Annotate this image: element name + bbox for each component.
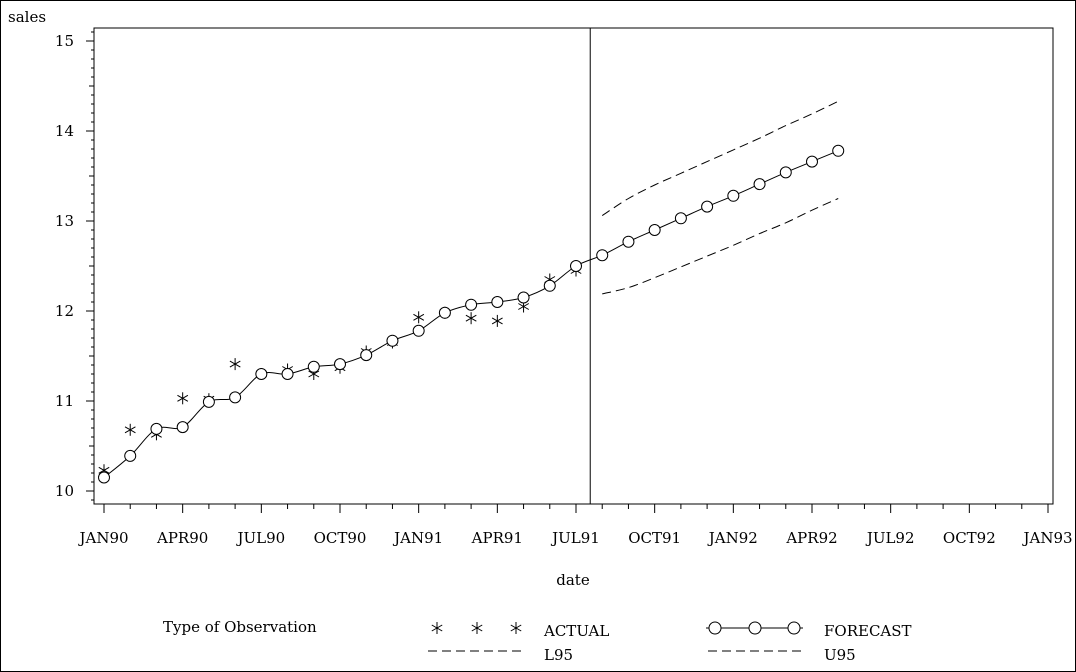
legend-title: Type of Observation (163, 618, 317, 636)
forecast-point (334, 358, 346, 371)
forecast-point (386, 334, 399, 347)
x-tick-label: APR92 (785, 529, 837, 547)
forecast-point (491, 296, 504, 308)
forecast-point (648, 224, 661, 236)
legend: Type of Observation ACTUAL FORECAST L95 … (163, 618, 912, 664)
legend-label-u95: U95 (824, 646, 856, 664)
y-tick-label: 15 (55, 32, 74, 50)
forecast-point (517, 291, 530, 304)
y-tick-label: 10 (55, 482, 74, 500)
forecast-point (281, 368, 294, 380)
forecast-point (465, 298, 478, 311)
forecast-point (832, 144, 845, 157)
forecast-point (596, 249, 609, 262)
x-tick-label: JUL91 (550, 529, 600, 547)
x-axis-label: date (556, 571, 590, 589)
x-tick-label: OCT90 (314, 529, 367, 547)
forecast-point (307, 360, 320, 373)
legend-forecast-symbol (748, 621, 762, 635)
forecast-point (176, 421, 189, 434)
forecast-point (255, 368, 268, 380)
forecast-point (779, 166, 792, 179)
forecast-point (806, 155, 818, 168)
y-tick-label: 14 (55, 122, 74, 140)
forecast-point (412, 324, 425, 337)
forecast-point (150, 422, 163, 435)
y-tick-label: 12 (55, 302, 74, 320)
actual-point (413, 311, 425, 324)
legend-label-l95: L95 (544, 646, 573, 664)
legend-entry-forecast (706, 621, 803, 635)
actual-point (465, 312, 477, 325)
legend-label-forecast: FORECAST (824, 622, 912, 640)
y-tick-label: 13 (55, 212, 74, 230)
x-tick-label: JAN91 (392, 529, 443, 547)
legend-actual-symbol (431, 622, 443, 634)
legend-actual-symbol (510, 622, 522, 634)
legend-label-actual: ACTUAL (543, 622, 609, 640)
forecast-point (543, 279, 556, 292)
forecast-point (124, 449, 137, 462)
x-tick-label: APR90 (156, 529, 208, 547)
x-tick-label: JAN92 (707, 529, 758, 547)
actual-point (124, 423, 136, 436)
legend-forecast-symbol (787, 621, 801, 635)
forecast-point (438, 306, 451, 319)
forecast-point (229, 391, 242, 404)
x-axis: JAN90 APR90 JUL90 OCT90 JAN91 APR91 JUL91 OCT91… (77, 504, 1073, 547)
x-tick-label: JAN93 (1021, 529, 1072, 547)
forecast-point (570, 260, 582, 272)
x-tick-label: OCT92 (943, 529, 996, 547)
forecast-point (202, 395, 215, 408)
actual-point (491, 314, 503, 327)
forecast-point (622, 235, 635, 248)
series-u95-line (601, 100, 839, 217)
x-tick-label: JAN90 (77, 529, 128, 547)
x-tick-label: JUL90 (235, 529, 285, 547)
forecast-point (674, 212, 687, 225)
series-l95-line (602, 198, 839, 295)
legend-entry-actual (431, 622, 522, 634)
legend-actual-symbol (471, 622, 483, 634)
x-tick-label: OCT91 (628, 529, 681, 547)
series-layer (98, 100, 845, 484)
x-tick-label: APR91 (471, 529, 523, 547)
y-axis: 10 11 12 13 14 15 (55, 31, 94, 501)
forecast-point (98, 471, 110, 484)
forecast-point (701, 200, 714, 213)
legend-forecast-symbol (708, 621, 722, 635)
y-tick-label: 11 (55, 392, 74, 410)
x-tick-label: JUL92 (865, 529, 915, 547)
y-axis-label: sales (8, 8, 46, 26)
actual-point (229, 358, 241, 371)
forecast-point (727, 189, 740, 202)
actual-point (177, 392, 189, 405)
forecast-point (753, 178, 766, 191)
series-forecast (98, 144, 845, 484)
forecast-point (360, 349, 373, 362)
